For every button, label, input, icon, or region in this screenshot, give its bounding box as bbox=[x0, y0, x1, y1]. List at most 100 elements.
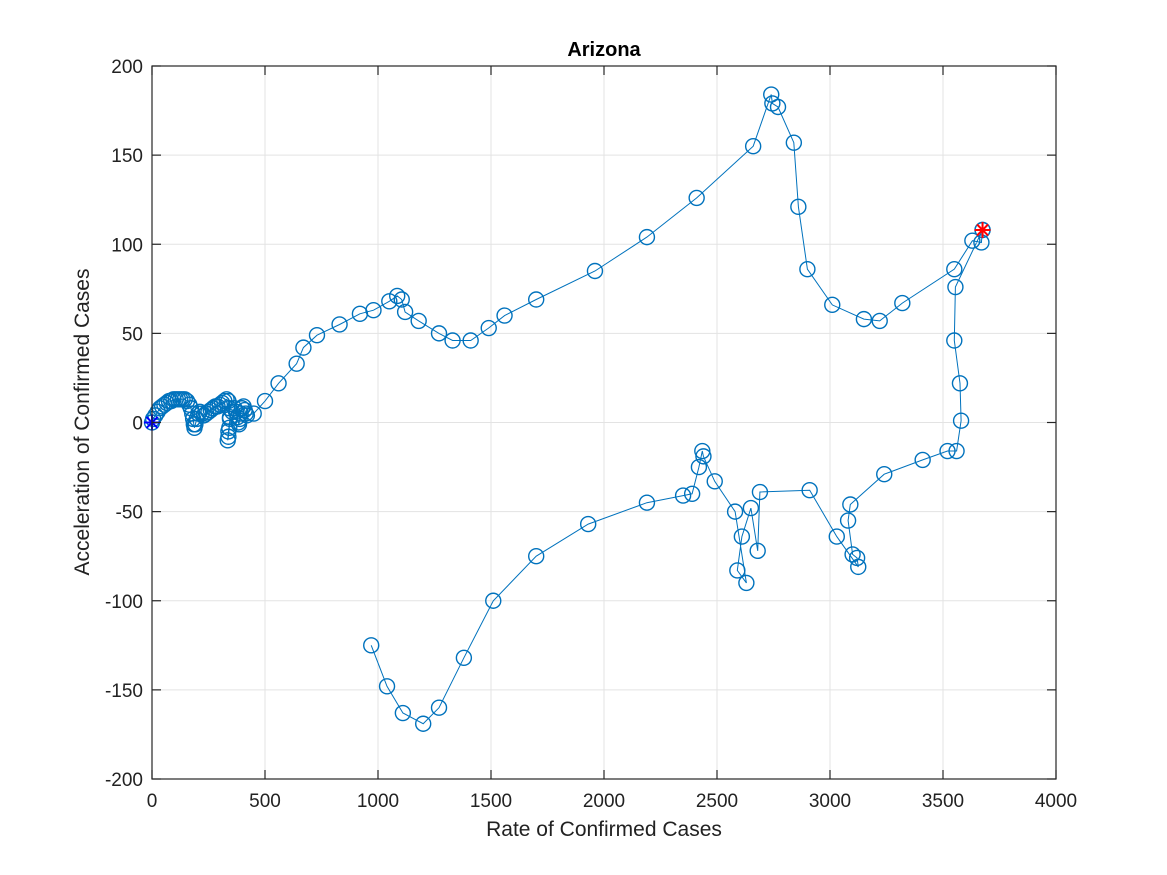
data-point bbox=[842, 496, 859, 513]
data-point bbox=[694, 442, 711, 460]
data-point bbox=[444, 332, 461, 349]
data-point bbox=[430, 325, 448, 342]
data-point bbox=[973, 234, 990, 251]
axes bbox=[151, 65, 1057, 780]
data-point bbox=[528, 291, 545, 308]
y-tick-label: -200 bbox=[105, 770, 143, 791]
x-tick-label: 1500 bbox=[470, 791, 512, 812]
data-point bbox=[690, 458, 708, 476]
data-point bbox=[245, 405, 262, 422]
data-point bbox=[410, 312, 427, 330]
data-point bbox=[790, 198, 807, 216]
data-point bbox=[586, 262, 604, 280]
data-point bbox=[688, 189, 705, 207]
data-point bbox=[824, 296, 841, 314]
data-point bbox=[528, 547, 545, 565]
data-point bbox=[389, 287, 406, 305]
data-point bbox=[231, 410, 248, 428]
data-point bbox=[763, 86, 780, 103]
data-point bbox=[394, 704, 412, 722]
x-tick-label: 2500 bbox=[696, 791, 738, 812]
data-point bbox=[363, 637, 380, 654]
data-point bbox=[914, 451, 931, 469]
data-point bbox=[579, 515, 597, 533]
data-point bbox=[683, 485, 701, 502]
data-point bbox=[695, 448, 712, 465]
grid bbox=[151, 65, 1057, 780]
data-point bbox=[219, 432, 236, 449]
x-tick-label: 1000 bbox=[357, 791, 399, 812]
data-point bbox=[430, 699, 448, 716]
data-point bbox=[785, 134, 803, 151]
data-point bbox=[638, 494, 656, 511]
data-point bbox=[295, 339, 312, 356]
data-point bbox=[733, 528, 751, 545]
data-point bbox=[946, 332, 963, 349]
y-axis-title: Acceleration of Confirmed Cases bbox=[71, 269, 94, 576]
data-point bbox=[238, 407, 256, 424]
data-point bbox=[176, 391, 193, 408]
data-point bbox=[485, 592, 502, 609]
y-tick-label: 100 bbox=[111, 235, 143, 256]
data-point bbox=[894, 294, 911, 312]
data-point bbox=[378, 678, 396, 695]
y-tick-label: 50 bbox=[122, 324, 143, 345]
x-tick-label: 4000 bbox=[1035, 791, 1077, 812]
y-tick-label: -100 bbox=[105, 592, 143, 613]
x-tick-label: 2000 bbox=[583, 791, 625, 812]
data-point bbox=[729, 562, 746, 579]
data-point bbox=[801, 482, 818, 499]
x-tick-label: 3000 bbox=[809, 791, 851, 812]
data-point bbox=[850, 558, 867, 576]
data-point bbox=[480, 319, 497, 337]
data-point bbox=[951, 375, 969, 392]
data-point bbox=[751, 483, 769, 501]
y-tick-label: -50 bbox=[116, 503, 143, 524]
x-tick-label: 0 bbox=[147, 791, 158, 812]
data-point bbox=[193, 405, 210, 422]
x-tick-label: 500 bbox=[249, 791, 281, 812]
data-point bbox=[270, 375, 287, 392]
data-point bbox=[749, 542, 766, 560]
data-point bbox=[455, 649, 473, 666]
data-point bbox=[946, 261, 963, 278]
x-tick-label: 3500 bbox=[922, 791, 964, 812]
data-point bbox=[948, 442, 965, 460]
data-point bbox=[939, 442, 956, 460]
data-point bbox=[855, 310, 873, 328]
data-point bbox=[638, 228, 656, 246]
x-axis-title: Rate of Confirmed Cases bbox=[486, 818, 722, 841]
data-point bbox=[393, 291, 410, 308]
y-tick-label: 200 bbox=[111, 57, 143, 78]
data-point bbox=[848, 549, 866, 567]
y-tick-label: -150 bbox=[105, 681, 143, 702]
end-marker bbox=[974, 221, 991, 239]
data-point bbox=[964, 232, 981, 249]
data-point bbox=[396, 303, 414, 321]
y-tick-labels: -200 -150 -100 -50 0 50 100 150 200 bbox=[105, 57, 143, 791]
data-point bbox=[726, 503, 744, 520]
data-point bbox=[462, 332, 479, 349]
data-point bbox=[288, 355, 305, 372]
data-point bbox=[191, 403, 209, 421]
x-tick-labels: 0 500 1000 1500 2000 2500 3000 3500 4000 bbox=[147, 791, 1077, 812]
data-point bbox=[876, 465, 893, 483]
data-point bbox=[256, 392, 274, 410]
y-tick-label: 0 bbox=[132, 414, 143, 435]
chart-title: Arizona bbox=[567, 39, 641, 61]
data-point bbox=[828, 528, 845, 545]
data-point bbox=[496, 307, 513, 324]
data-point bbox=[237, 405, 254, 422]
data-point bbox=[706, 473, 723, 490]
data-point bbox=[415, 715, 432, 732]
data-point bbox=[742, 499, 760, 517]
data-point bbox=[839, 512, 857, 529]
data-point bbox=[744, 138, 762, 155]
y-tick-label: 150 bbox=[111, 146, 143, 167]
data-point bbox=[365, 302, 382, 319]
data-point bbox=[674, 487, 692, 504]
data-point bbox=[947, 278, 964, 296]
data-point bbox=[738, 574, 755, 592]
data-point bbox=[769, 98, 787, 116]
